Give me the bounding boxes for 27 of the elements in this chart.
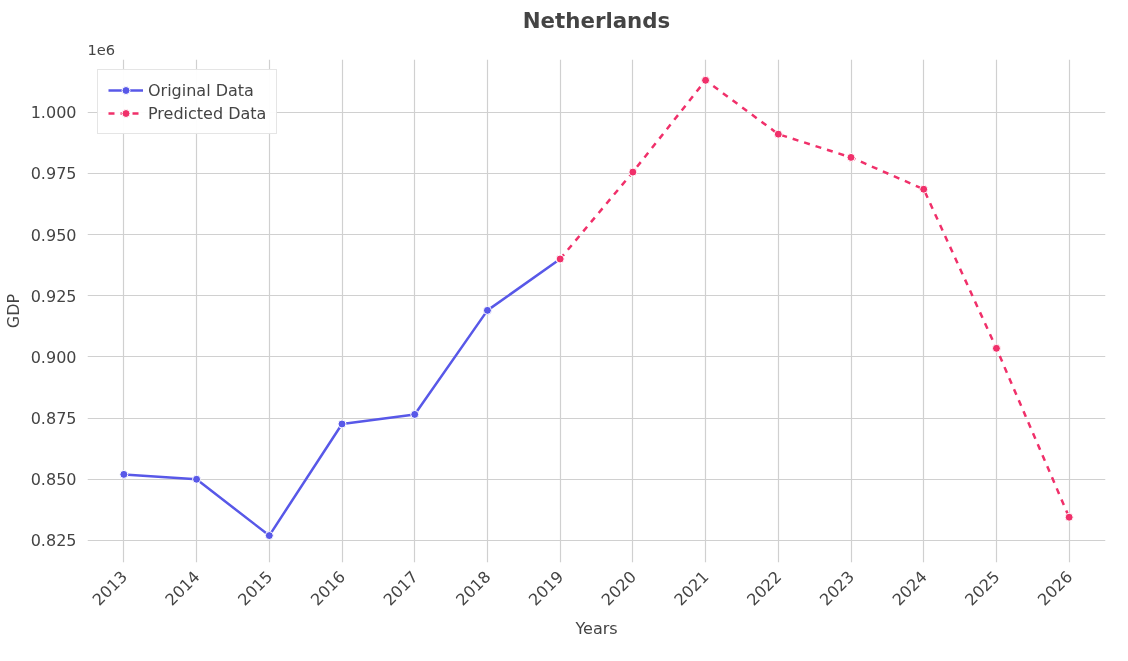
point [701, 75, 711, 85]
point [1064, 512, 1074, 522]
legend-label: Original Data [148, 80, 254, 100]
y-tick-label: 0.850 [30, 470, 77, 490]
point [482, 305, 492, 315]
point [192, 474, 202, 484]
y-tick-label: 0.875 [30, 409, 77, 429]
point [919, 184, 929, 194]
y-tick-label: 1.000 [30, 103, 77, 123]
point [773, 129, 783, 139]
legend-label: Predicted Data [148, 103, 267, 123]
point [410, 409, 420, 419]
y-tick-label: 0.950 [30, 225, 77, 245]
chart-title: Netherlands [522, 7, 671, 33]
point [991, 343, 1001, 353]
point [628, 167, 638, 177]
point [846, 152, 856, 162]
point [337, 419, 347, 429]
y-tick-label: 0.975 [30, 164, 77, 184]
point [264, 531, 274, 541]
y-tick-label: 0.925 [30, 286, 77, 306]
y-axis-title: GDP [3, 293, 23, 329]
point [119, 469, 129, 479]
y-tick-label: 0.900 [30, 347, 77, 367]
x-axis-title: Years [574, 618, 618, 638]
y-tick-label: 0.825 [30, 531, 77, 551]
text: 1e6 [87, 40, 116, 58]
